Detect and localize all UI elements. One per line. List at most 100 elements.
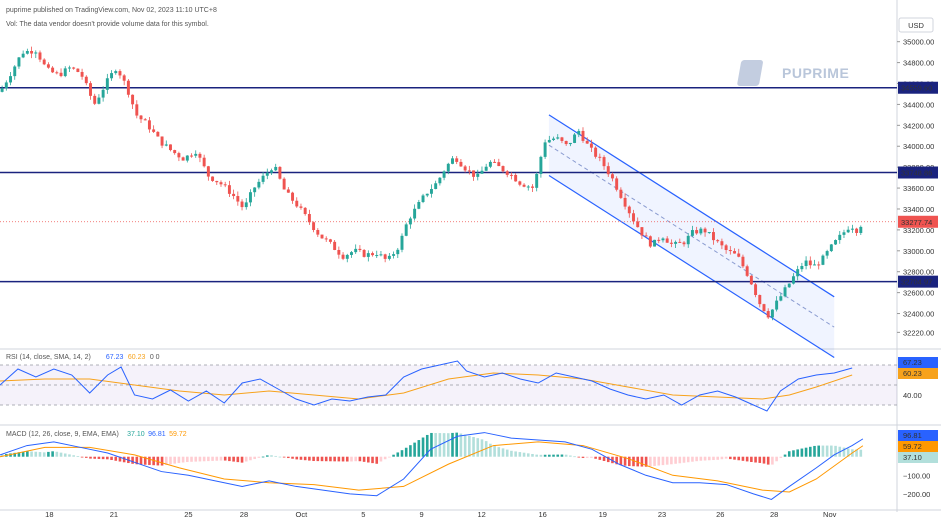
- candle-body[interactable]: [627, 206, 631, 214]
- candle-body[interactable]: [135, 104, 139, 116]
- candle-body[interactable]: [476, 173, 480, 177]
- candle-body[interactable]: [299, 206, 303, 208]
- candle-body[interactable]: [4, 82, 8, 89]
- candle-body[interactable]: [253, 187, 257, 193]
- candle-body[interactable]: [261, 175, 265, 182]
- candle-body[interactable]: [829, 244, 833, 252]
- candle-body[interactable]: [164, 144, 168, 146]
- candle-body[interactable]: [55, 72, 59, 74]
- candle-body[interactable]: [808, 260, 812, 266]
- candle-body[interactable]: [312, 222, 316, 231]
- candle-body[interactable]: [211, 176, 215, 181]
- candle-body[interactable]: [219, 182, 223, 185]
- candle-body[interactable]: [25, 50, 29, 54]
- candle-body[interactable]: [602, 157, 606, 167]
- candle-body[interactable]: [291, 192, 295, 201]
- candle-body[interactable]: [855, 228, 859, 233]
- candle-body[interactable]: [101, 89, 105, 98]
- candle-body[interactable]: [518, 181, 522, 185]
- candle-body[interactable]: [568, 142, 572, 145]
- candle-body[interactable]: [89, 83, 92, 96]
- candle-body[interactable]: [194, 153, 198, 156]
- candle-body[interactable]: [573, 134, 577, 143]
- candle-body[interactable]: [147, 120, 151, 130]
- candle-body[interactable]: [84, 76, 88, 84]
- candle-body[interactable]: [451, 158, 454, 164]
- candle-body[interactable]: [446, 163, 450, 172]
- candle-body[interactable]: [0, 88, 4, 92]
- candle-body[interactable]: [539, 156, 543, 174]
- candle-body[interactable]: [594, 147, 598, 157]
- candle-body[interactable]: [653, 239, 657, 247]
- candle-body[interactable]: [131, 94, 135, 105]
- candle-body[interactable]: [169, 144, 172, 151]
- candle-body[interactable]: [644, 235, 648, 237]
- channel-upper-line[interactable]: [548, 114, 835, 298]
- candle-body[interactable]: [589, 143, 593, 148]
- candle-body[interactable]: [392, 254, 396, 256]
- candle-body[interactable]: [417, 201, 421, 209]
- candle-body[interactable]: [177, 153, 181, 158]
- candle-body[interactable]: [429, 189, 433, 194]
- candle-body[interactable]: [371, 253, 374, 256]
- candle-body[interactable]: [413, 208, 417, 219]
- candle-body[interactable]: [408, 218, 412, 225]
- candle-body[interactable]: [42, 59, 46, 65]
- candle-body[interactable]: [480, 170, 484, 174]
- candle-body[interactable]: [817, 264, 821, 266]
- candle-body[interactable]: [223, 184, 227, 186]
- candle-body[interactable]: [581, 130, 585, 141]
- candle-body[interactable]: [333, 241, 337, 250]
- candle-body[interactable]: [678, 241, 682, 243]
- candle-body[interactable]: [682, 242, 686, 245]
- candle-body[interactable]: [543, 142, 547, 157]
- candle-body[interactable]: [21, 53, 25, 58]
- candle-body[interactable]: [838, 234, 842, 241]
- candle-body[interactable]: [640, 227, 644, 236]
- channel-lower-line[interactable]: [548, 175, 835, 358]
- candle-body[interactable]: [114, 71, 118, 74]
- candle-body[interactable]: [783, 287, 787, 297]
- candle-body[interactable]: [118, 71, 122, 76]
- candle-body[interactable]: [316, 230, 320, 235]
- candle-body[interactable]: [522, 184, 526, 187]
- candle-body[interactable]: [345, 254, 349, 259]
- candle-body[interactable]: [160, 136, 164, 146]
- candle-body[interactable]: [122, 75, 126, 81]
- candle-body[interactable]: [17, 57, 21, 67]
- candle-body[interactable]: [606, 166, 610, 175]
- candle-body[interactable]: [215, 180, 219, 183]
- candle-body[interactable]: [707, 232, 711, 234]
- candle-body[interactable]: [745, 266, 749, 276]
- currency-box[interactable]: [898, 17, 934, 33]
- candle-body[interactable]: [198, 153, 202, 158]
- candle-body[interactable]: [712, 232, 715, 241]
- candle-body[interactable]: [320, 234, 324, 239]
- candle-body[interactable]: [766, 311, 770, 318]
- candle-body[interactable]: [459, 161, 463, 167]
- candle-body[interactable]: [535, 173, 539, 188]
- candle-body[interactable]: [758, 295, 762, 305]
- candle-body[interactable]: [362, 250, 366, 257]
- candle-body[interactable]: [632, 213, 635, 222]
- candle-body[interactable]: [598, 156, 602, 158]
- candle-body[interactable]: [438, 177, 442, 184]
- candle-body[interactable]: [846, 229, 850, 233]
- candle-body[interactable]: [9, 76, 12, 83]
- candle-body[interactable]: [51, 67, 55, 73]
- candle-body[interactable]: [282, 178, 286, 190]
- candle-body[interactable]: [328, 239, 332, 242]
- candle-body[interactable]: [240, 201, 244, 208]
- candle-body[interactable]: [547, 139, 551, 143]
- candle-body[interactable]: [404, 224, 408, 236]
- candle-body[interactable]: [173, 150, 177, 154]
- candle-body[interactable]: [286, 189, 290, 193]
- candle-body[interactable]: [796, 269, 800, 277]
- candle-body[interactable]: [46, 64, 50, 68]
- candle-body[interactable]: [303, 207, 307, 215]
- candle-body[interactable]: [526, 186, 530, 188]
- candle-body[interactable]: [484, 166, 488, 171]
- candle-body[interactable]: [442, 171, 446, 178]
- candle-body[interactable]: [202, 157, 206, 167]
- candle-body[interactable]: [358, 248, 362, 251]
